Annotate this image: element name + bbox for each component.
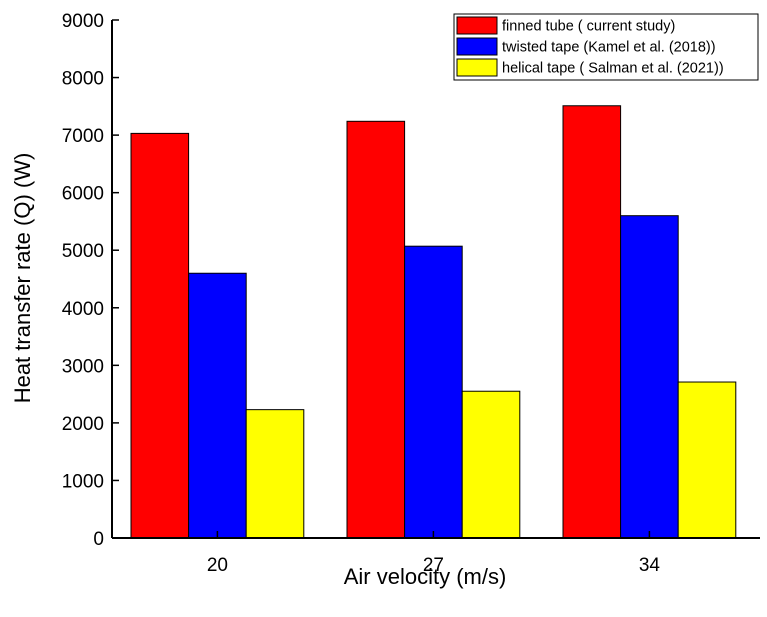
- y-tick-label: 0: [93, 529, 104, 550]
- y-tick-label: 7000: [62, 126, 104, 147]
- x-axis-ticks: 20 27 34: [207, 531, 661, 576]
- y-tick-label: 5000: [62, 241, 104, 262]
- y-tick-label: 6000: [62, 184, 104, 205]
- legend-swatch-1: [456, 37, 498, 56]
- x-tick-label: 20: [207, 555, 228, 576]
- y-tick-label: 8000: [62, 69, 104, 90]
- y-tick-label: 9000: [62, 11, 104, 32]
- bar-1-20: [188, 272, 247, 539]
- x-tick-label: 27: [423, 555, 444, 576]
- y-tick-label: 3000: [62, 356, 104, 377]
- bar-2-20: [245, 409, 305, 539]
- legend-label-2: helical tape ( Salman et al. (2021)): [502, 61, 724, 77]
- y-tick-label: 2000: [62, 414, 104, 435]
- x-tick-label: 34: [639, 555, 661, 576]
- bar-0-34: [562, 105, 622, 539]
- bar-0-20: [130, 132, 190, 539]
- legend-label-0: finned tube ( current study): [502, 19, 675, 35]
- bar-1-34: [620, 215, 679, 539]
- bar-1-27: [404, 245, 463, 539]
- y-axis-title: Heat transfer rate (Q) (W): [10, 153, 35, 404]
- bar-2-27: [461, 390, 521, 539]
- legend-label-1: twisted tape (Kamel et al. (2018)): [502, 40, 716, 56]
- bar-0-27: [346, 120, 406, 539]
- plot-area: [130, 105, 737, 539]
- legend-box: [453, 13, 759, 81]
- y-tick-label: 1000: [62, 471, 104, 492]
- legend-swatch-0: [456, 16, 498, 35]
- legend: finned tube ( current study) twisted tape…: [453, 13, 759, 81]
- x-axis-title: Air velocity (m/s): [344, 564, 507, 589]
- legend-swatch-2: [456, 58, 498, 77]
- bar-2-34: [677, 381, 737, 539]
- y-tick-label: 4000: [62, 299, 104, 320]
- y-axis-ticks: 0 1000 2000 3000 4000 5000 6000 7000 8000 9000: [62, 11, 119, 550]
